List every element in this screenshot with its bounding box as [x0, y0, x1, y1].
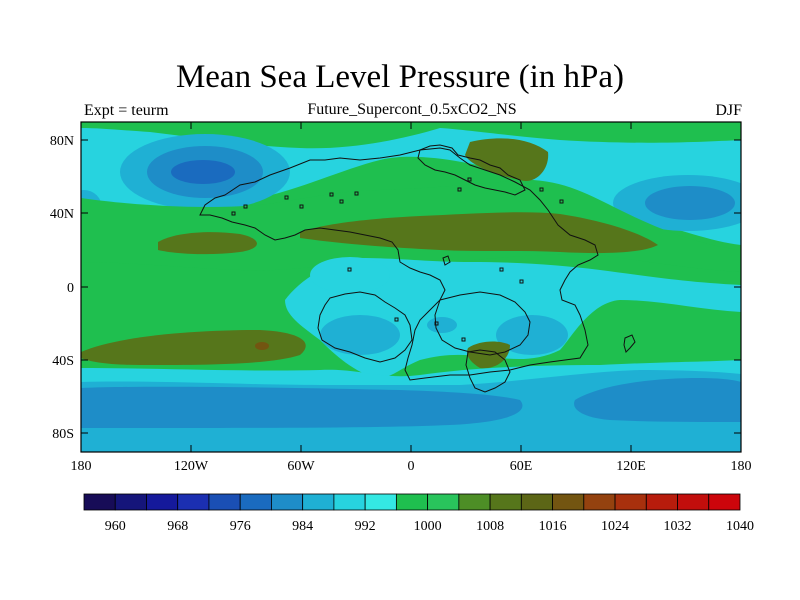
islet [559, 199, 564, 204]
supercontinent-north-coast [199, 147, 599, 381]
islet [519, 279, 524, 284]
colorbar-swatch [645, 493, 678, 511]
islet [461, 337, 466, 342]
plot-subtitle: Future_Supercont_0.5xCO2_NS [307, 101, 517, 118]
colorbar-swatch [552, 493, 585, 511]
islet [339, 199, 344, 204]
lat-tick-label: 80N [50, 134, 74, 149]
small-tropical-low [427, 317, 457, 333]
colorbar-swatch [114, 493, 147, 511]
colorbar-label: 960 [105, 519, 126, 534]
lon-tick-marks [190, 122, 632, 452]
colorbar-label: 1032 [664, 519, 692, 534]
lon-tick-label: 180 [731, 459, 752, 474]
colorbar-label: 1040 [726, 519, 754, 534]
arctic-high [465, 138, 549, 181]
colorbar-label: 1024 [601, 519, 629, 534]
colorbar-swatch [614, 493, 647, 511]
northwest-high [158, 232, 257, 255]
colorbar-swatch [520, 493, 553, 511]
colorbar-swatch [489, 493, 522, 511]
colorbar-swatch [395, 493, 429, 511]
colorbar-swatch [239, 493, 272, 511]
northwest-low-core [171, 160, 235, 184]
colorbar-label: 992 [355, 519, 376, 534]
islet [329, 192, 334, 197]
colorbar-swatch [177, 493, 210, 511]
south-america-coast [317, 291, 413, 363]
south-pacific-high-core [255, 342, 269, 350]
plot-title: Mean Sea Level Pressure (in hPa) [175, 59, 625, 95]
colorbar-swatch [271, 493, 304, 511]
small-island-coast [442, 255, 451, 266]
season-label: DJF [715, 102, 742, 119]
colorbar-swatch [364, 493, 397, 511]
islet [499, 267, 504, 272]
southeast-low [574, 378, 741, 422]
southwest-low [81, 386, 523, 428]
lat-tick-label: 40S [52, 354, 74, 369]
colorbar-swatch [677, 493, 710, 511]
colorbar-label: 1016 [539, 519, 567, 534]
colorbar [83, 493, 741, 511]
islet [467, 177, 472, 182]
islet [539, 187, 544, 192]
coastlines [199, 144, 636, 393]
east-island-coast [623, 334, 636, 353]
colorbar-swatch [427, 493, 460, 511]
lon-tick-label: 0 [408, 459, 415, 474]
colorbar-label: 976 [230, 519, 251, 534]
lat-tick-label: 0 [67, 281, 74, 296]
islet [243, 204, 248, 209]
north-high-band [300, 212, 658, 254]
lon-tick-label: 120E [616, 459, 646, 474]
colorbar-swatch [146, 493, 179, 511]
colorbar-label: 968 [167, 519, 188, 534]
equatorial-cyan-lobe [310, 257, 390, 293]
islet [434, 321, 439, 326]
islet [299, 204, 304, 209]
lon-tick-label: 180 [71, 459, 92, 474]
pressure-field [81, 122, 741, 452]
colorbar-swatch [708, 493, 741, 511]
lat-tick-label: 80S [52, 427, 74, 442]
south-indian-low [496, 315, 568, 355]
northeast-low-core [645, 186, 735, 220]
colorbar-swatch [208, 493, 241, 511]
colorbar-label: 1008 [476, 519, 504, 534]
south-pacific-high [81, 330, 306, 365]
arctic-coast [417, 144, 526, 196]
colorbar-labels: 960 968 976 984 992 1000 1008 1016 1024 1032 1040 [105, 519, 754, 534]
colorbar-swatch [302, 493, 335, 511]
colorbar-label: 984 [292, 519, 313, 534]
islet [284, 195, 289, 200]
lat-tick-label: 40N [50, 207, 74, 222]
lon-tick-label: 60E [510, 459, 533, 474]
lon-tick-label: 60W [287, 459, 315, 474]
islet [457, 187, 462, 192]
lat-tick-labels: 80N 40N 0 40S 80S [50, 134, 74, 442]
south-atlantic-low [320, 315, 400, 355]
africa-coast [434, 291, 531, 356]
lon-tick-label: 120W [174, 459, 209, 474]
islet [347, 267, 352, 272]
lon-tick-labels: 180 120W 60W 0 60E 120E 180 [71, 459, 752, 474]
experiment-label: Expt = teurm [84, 102, 169, 119]
islet [354, 191, 359, 196]
islet [394, 317, 399, 322]
colorbar-swatch [333, 493, 366, 511]
lat-tick-marks [81, 139, 741, 434]
australia-coast [465, 349, 511, 393]
colorbar-swatch [583, 493, 616, 511]
colorbar-swatch [83, 493, 116, 511]
islet [231, 211, 236, 216]
colorbar-label: 1000 [414, 519, 442, 534]
colorbar-swatch [458, 493, 491, 511]
